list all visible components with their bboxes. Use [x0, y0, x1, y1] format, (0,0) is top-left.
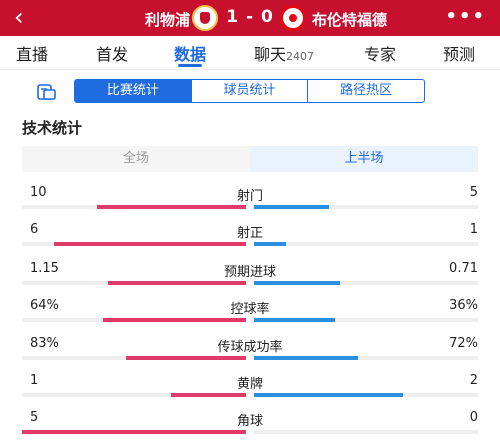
away-stat-value: 5 [469, 185, 478, 200]
home-stat-bar [97, 205, 246, 209]
stat-label: 黄牌 [236, 377, 263, 392]
tab-predictions[interactable]: 预测 [443, 45, 476, 64]
tab-chat-label: 聊天 [254, 45, 287, 64]
match-score: 1 - 0 [226, 7, 274, 27]
away-stat-value: 2 [469, 373, 478, 388]
tab-chat[interactable]: 聊天2407 [254, 41, 314, 65]
away-stat-value: 1 [469, 222, 478, 237]
match-tabs: 直播 首发 数据 聊天2407 专家 预测 [0, 36, 500, 70]
stat-label: 射门 [236, 189, 263, 204]
stat-row: 5 角球 0 [0, 410, 500, 440]
home-stat-track [22, 318, 246, 322]
tab-data[interactable]: 数据 [174, 45, 207, 64]
away-stat-bar [254, 281, 340, 285]
away-stat-value: 36% [449, 298, 478, 313]
away-stat-bar [254, 205, 329, 209]
active-tab-indicator [178, 64, 202, 67]
home-team-crest-icon [192, 5, 218, 31]
home-stat-bar [171, 393, 246, 397]
stat-row: 1.15 预期进球 0.71 [0, 261, 500, 291]
home-stat-value: 1 [30, 373, 39, 388]
stat-label: 预期进球 [223, 265, 276, 280]
home-team-name: 利物浦 [144, 11, 190, 29]
document-icon[interactable] [36, 82, 58, 102]
stat-row: 6 射正 1 [0, 222, 500, 252]
stat-label: 控球率 [230, 302, 270, 317]
home-stat-value: 5 [30, 410, 39, 425]
chat-count: 2407 [286, 50, 315, 63]
away-stat-bar [254, 356, 358, 360]
home-stat-value: 6 [30, 222, 39, 237]
home-stat-track [22, 430, 246, 434]
match-header: ‹ 利物浦 1 - 0 布伦特福德 ••• [0, 0, 500, 36]
home-stat-bar [108, 281, 246, 285]
tab-experts[interactable]: 专家 [364, 45, 397, 64]
away-stat-track [254, 281, 478, 285]
away-stat-bar [254, 318, 335, 322]
stat-row: 1 黄牌 2 [0, 373, 500, 403]
home-stat-track [22, 393, 246, 397]
first-half-button[interactable]: 上半场 [250, 146, 478, 172]
tab-live[interactable]: 直播 [16, 45, 49, 64]
home-stat-bar [103, 318, 246, 322]
home-stat-bar [54, 242, 246, 246]
away-stat-track [254, 205, 478, 209]
stat-row: 64% 控球率 36% [0, 298, 500, 328]
home-stat-value: 1.15 [30, 261, 59, 276]
full-match-button[interactable]: 全场 [122, 151, 149, 166]
away-stat-bar [254, 393, 403, 397]
stat-label: 传球成功率 [217, 340, 283, 355]
home-stat-value: 64% [30, 298, 59, 313]
away-team-name: 布伦特福德 [312, 11, 388, 29]
stat-row: 83% 传球成功率 72% [0, 336, 500, 366]
home-stat-track [22, 281, 246, 285]
away-stat-value: 72% [449, 336, 478, 351]
home-stat-bar [126, 356, 246, 360]
away-stat-value: 0 [469, 410, 478, 425]
home-stat-track [22, 242, 246, 246]
back-icon[interactable]: ‹ [14, 3, 24, 31]
tab-heatmap[interactable]: 路径热区 [340, 83, 393, 98]
home-stat-bar [22, 430, 246, 434]
home-stat-value: 83% [30, 336, 59, 351]
home-stat-value: 10 [30, 185, 47, 200]
away-team-crest-icon [280, 5, 306, 31]
stats-type-tabs: 比赛统计 球员统计 路径热区 [74, 79, 425, 103]
away-stat-track [254, 430, 478, 434]
away-stat-track [254, 393, 478, 397]
home-stat-track [22, 205, 246, 209]
section-title: 技术统计 [22, 119, 83, 137]
away-stat-track [254, 356, 478, 360]
away-stat-track [254, 318, 478, 322]
away-stat-value: 0.71 [449, 261, 478, 276]
stat-label: 角球 [236, 414, 263, 429]
away-stat-bar [254, 242, 286, 246]
away-stat-track [254, 242, 478, 246]
home-stat-track [22, 356, 246, 360]
stat-row: 10 射门 5 [0, 185, 500, 215]
tab-player-stats[interactable]: 球员统计 [192, 80, 309, 102]
tab-lineup[interactable]: 首发 [96, 45, 129, 64]
period-toggle: 全场 上半场 [22, 146, 478, 172]
more-options-icon[interactable]: ••• [445, 6, 486, 27]
tab-match-stats[interactable]: 比赛统计 [75, 80, 192, 102]
stat-label: 射正 [236, 226, 263, 241]
